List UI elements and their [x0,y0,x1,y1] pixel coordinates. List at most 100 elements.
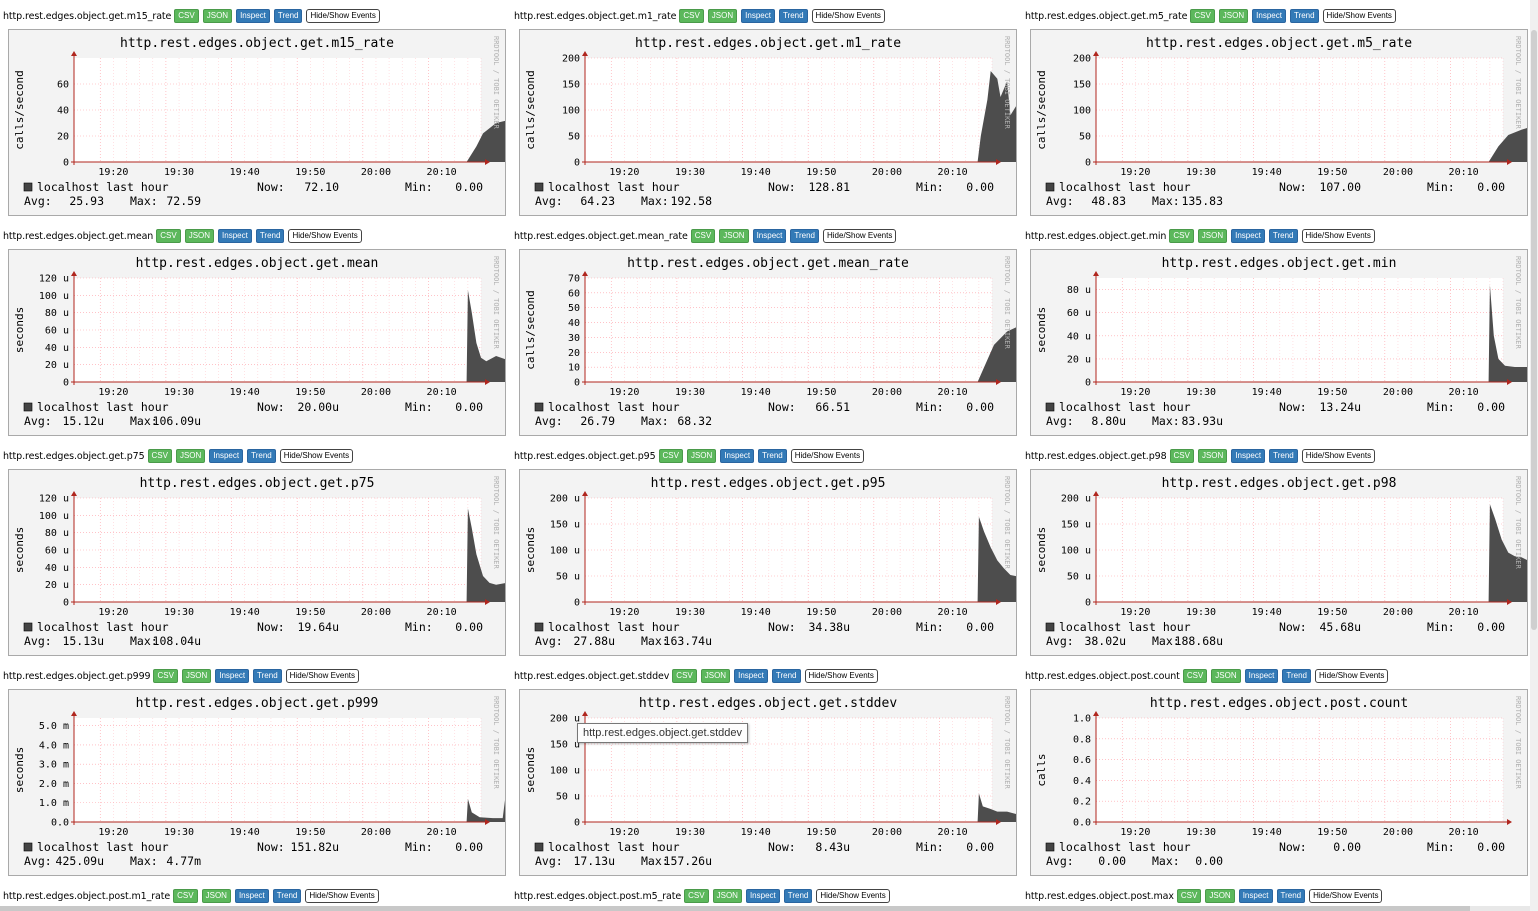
json-button[interactable]: JSON [202,9,233,23]
hide-show-events-button[interactable]: Hide/Show Events [306,9,380,23]
trend-button[interactable]: Trend [790,229,819,243]
rrd-graph[interactable]: 0 50 100 150 200 19:20 19:30 19:40 19:50 20:00 20:… [1030,29,1528,216]
hide-show-events-button[interactable]: Hide/Show Events [279,449,354,463]
rrd-graph[interactable]: 0 50 100 150 200 19:20 19:30 19:40 19:50 20:00 20:… [519,29,1017,216]
hide-show-events-button[interactable]: Hide/Show Events [1322,9,1396,23]
json-button[interactable]: JSON [686,449,717,463]
legend-max-value: 68.32 [677,414,712,428]
hide-show-events-button[interactable]: Hide/Show Events [285,669,360,683]
csv-button[interactable]: CSV [174,9,199,23]
vertical-scrollbar-thumb[interactable] [1531,30,1537,630]
rrd-graph[interactable]: 0 20 u 40 u 60 u 80 u 100 u 120 u 19:20 19:30 19:… [8,249,506,436]
trend-button[interactable]: Trend [1276,889,1306,903]
hide-show-events-button[interactable]: Hide/Show Events [305,889,379,903]
inspect-button[interactable]: Inspect [209,449,244,463]
y-tick-label: 1.0 [1073,714,1091,725]
hide-show-events-button[interactable]: Hide/Show Events [1301,229,1375,243]
inspect-button[interactable]: Inspect [1238,889,1273,903]
horizontal-scrollbar-thumb[interactable] [0,906,1470,911]
y-axis-arrow [1093,711,1099,716]
inspect-button[interactable]: Inspect [236,9,270,23]
json-button[interactable]: JSON [1197,449,1228,463]
json-button[interactable]: JSON [1205,889,1235,903]
inspect-button[interactable]: Inspect [745,889,780,903]
legend-host: localhost last hour [548,840,680,854]
csv-button[interactable]: CSV [1182,669,1208,683]
csv-button[interactable]: CSV [672,669,697,683]
rrd-graph[interactable]: 0.0 0.2 0.4 0.6 0.8 1.0 19:20 19:30 19:40 19:50 20… [1030,689,1528,876]
hide-show-events-button[interactable]: Hide/Show Events [804,669,878,683]
csv-button[interactable]: CSV [153,669,178,683]
hide-show-events-button[interactable]: Hide/Show Events [1315,669,1389,683]
json-button[interactable]: JSON [1211,669,1241,683]
hide-show-events-button[interactable]: Hide/Show Events [1301,449,1376,463]
trend-button[interactable]: Trend [247,449,276,463]
horizontal-scrollbar[interactable] [0,906,1530,911]
hide-show-events-button[interactable]: Hide/Show Events [790,449,865,463]
rrd-graph[interactable]: 0 20 u 40 u 60 u 80 u 100 u 120 u 19:20 19:30 19:… [8,469,506,656]
y-tick-label: 0 [574,378,580,389]
json-button[interactable]: JSON [700,669,731,683]
inspect-button[interactable]: Inspect [218,229,252,243]
csv-button[interactable]: CSV [1190,9,1215,23]
rrd-graph[interactable]: 0 20 40 60 19:20 19:30 19:40 19:50 20:00 20:10 htt… [8,29,506,216]
hide-show-events-button[interactable]: Hide/Show Events [816,889,890,903]
csv-button[interactable]: CSV [173,889,198,903]
json-button[interactable]: JSON [1197,229,1228,243]
json-button[interactable]: JSON [1218,9,1249,23]
trend-button[interactable]: Trend [272,889,302,903]
csv-button[interactable]: CSV [658,449,683,463]
inspect-button[interactable]: Inspect [741,9,775,23]
hide-show-events-button[interactable]: Hide/Show Events [822,229,897,243]
trend-button[interactable]: Trend [1268,229,1298,243]
json-button[interactable]: JSON [707,9,738,23]
y-axis-arrow [582,491,588,496]
inspect-button[interactable]: Inspect [1252,9,1286,23]
hide-show-events-button[interactable]: Hide/Show Events [1309,889,1383,903]
rrd-graph[interactable]: 0 50 u 100 u 150 u 200 u 19:20 19:30 19:40 19:50… [519,689,1017,876]
json-button[interactable]: JSON [201,889,231,903]
hide-show-events-button[interactable]: Hide/Show Events [288,229,362,243]
json-button[interactable]: JSON [181,669,212,683]
inspect-button[interactable]: Inspect [752,229,787,243]
rrd-graph[interactable]: 0 20 u 40 u 60 u 80 u 19:20 19:30 19:40 19:50 20:… [1030,249,1528,436]
csv-button[interactable]: CSV [690,229,716,243]
json-button[interactable]: JSON [712,889,742,903]
inspect-button[interactable]: Inspect [234,889,269,903]
csv-button[interactable]: CSV [1169,229,1194,243]
trend-button[interactable]: Trend [1289,9,1319,23]
trend-button[interactable]: Trend [255,229,285,243]
trend-button[interactable]: Trend [783,889,813,903]
csv-button[interactable]: CSV [1169,449,1194,463]
hide-show-events-button[interactable]: Hide/Show Events [811,9,885,23]
rrd-graph[interactable]: 0 10 20 30 40 50 60 70 19:20 19:30 19:40 19:50 20:00… [519,249,1017,436]
vertical-scrollbar[interactable] [1530,0,1538,911]
csv-button[interactable]: CSV [679,9,704,23]
csv-button[interactable]: CSV [156,229,181,243]
trend-button[interactable]: Trend [1282,669,1312,683]
trend-button[interactable]: Trend [273,9,303,23]
inspect-button[interactable]: Inspect [734,669,768,683]
csv-button[interactable]: CSV [147,449,172,463]
rrd-graph[interactable]: 0 50 u 100 u 150 u 200 u 19:20 19:30 19:40 19:50… [519,469,1017,656]
trend-button[interactable]: Trend [253,669,282,683]
inspect-button[interactable]: Inspect [1231,449,1266,463]
csv-button[interactable]: CSV [1176,889,1202,903]
y-tick-label: 40 [57,106,69,117]
inspect-button[interactable]: Inspect [1244,669,1279,683]
trend-button[interactable]: Trend [758,449,787,463]
json-button[interactable]: JSON [719,229,749,243]
rrd-graph[interactable]: 0 50 u 100 u 150 u 200 u 19:20 19:30 19:40 19:50… [1030,469,1528,656]
trend-button[interactable]: Trend [1269,449,1298,463]
json-button[interactable]: JSON [175,449,206,463]
inspect-button[interactable]: Inspect [1231,229,1265,243]
inspect-button[interactable]: Inspect [720,449,755,463]
rrd-graph[interactable]: 0.0 1.0 m 2.0 m 3.0 m 4.0 m 5.0 m 19:20 19:30 19… [8,689,506,876]
json-button[interactable]: JSON [184,229,215,243]
trend-button[interactable]: Trend [778,9,808,23]
csv-button[interactable]: CSV [684,889,709,903]
trend-button[interactable]: Trend [771,669,801,683]
graph-title: http.rest.edges.object.get.m1_rate [635,36,901,51]
inspect-button[interactable]: Inspect [215,669,250,683]
legend-host: localhost last hour [37,620,169,634]
